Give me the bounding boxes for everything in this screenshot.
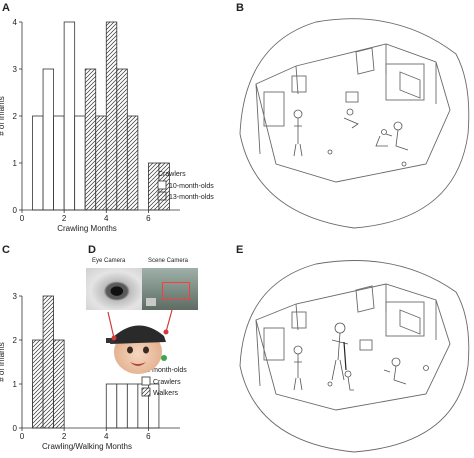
legend-title: 12-month-olds	[142, 367, 187, 374]
panel-letter-e: E	[236, 244, 244, 256]
bar-0-0	[32, 115, 44, 211]
y-tick-label: 1	[13, 380, 18, 389]
infant-photo	[106, 309, 173, 374]
y-axis-label: # of Infants	[0, 342, 6, 382]
y-axis-label: # of Infants	[0, 96, 6, 136]
bar-1-2	[105, 21, 118, 211]
x-tick-label: 6	[146, 432, 151, 441]
histogram-chart-c: 0 1 2 3 0 2 4 6 Crawling/Walking Months # of Infa…	[0, 292, 187, 451]
bar-1-2	[53, 339, 65, 429]
panel-letter-a: A	[2, 2, 10, 14]
x-tick-label: 2	[62, 214, 67, 223]
eye-camera-caption: Eye Camera	[92, 258, 126, 264]
x-tick-label: 2	[62, 432, 67, 441]
bar-1-0	[32, 339, 44, 429]
bar-1-3	[116, 68, 128, 211]
x-tick-label: 4	[104, 214, 109, 223]
legend-title: Crawlers	[158, 171, 186, 178]
bar-1-1	[42, 295, 54, 429]
bar-0-4	[74, 115, 86, 211]
legend-swatch-0	[141, 376, 151, 386]
bar-1-0	[84, 68, 97, 211]
y-tick-label: 0	[13, 206, 18, 215]
legend-label-1: 13-month-olds	[169, 194, 214, 201]
y-tick-label: 3	[13, 292, 18, 301]
x-axis-label: Crawling Months	[57, 224, 117, 233]
y-tick-label: 3	[13, 65, 18, 74]
bar-0-3	[105, 383, 118, 429]
legend-swatch-1	[141, 387, 151, 397]
x-tick-label: 6	[146, 214, 151, 223]
bar-0-5	[126, 383, 139, 429]
x-tick-label: 0	[20, 432, 25, 441]
x-tick-label: 4	[104, 432, 109, 441]
bar-1-4	[126, 115, 139, 211]
bar-0-3	[63, 21, 76, 211]
y-tick-label: 0	[13, 424, 18, 433]
bar-1-1	[95, 115, 107, 211]
x-axis-label: Crawling/Walking Months	[42, 442, 132, 451]
bar-0-2	[53, 115, 65, 211]
legend-swatch-1	[157, 191, 167, 201]
room-illustration-e	[239, 260, 470, 453]
bar-0-4	[116, 383, 128, 429]
y-tick-label: 4	[13, 18, 18, 27]
legend-label-1: Walkers	[153, 390, 179, 397]
room-illustration-b	[239, 18, 470, 229]
y-tick-label: 2	[13, 336, 18, 345]
legend-swatch-0	[157, 180, 167, 190]
y-tick-label: 2	[13, 112, 18, 121]
legend-label-0: Crawlers	[153, 379, 181, 386]
y-tick-label: 1	[13, 159, 18, 168]
legend-label-0: 10-month-olds	[169, 183, 214, 190]
panel-letter-d: D	[88, 244, 96, 256]
bar-0-1	[42, 68, 54, 211]
eye-camera-label-box: Eye Camera Scene Camera	[86, 256, 198, 268]
eye-camera-image: Eye Camera	[86, 268, 142, 310]
histogram-chart-a: 0 1 2 3 4 0 2 4 6 Crawling Months # of Infants Craw…	[0, 18, 214, 233]
panel-letter-c: C	[2, 244, 10, 256]
scene-camera-caption: Scene Camera	[148, 258, 189, 264]
x-tick-label: 0	[20, 214, 25, 223]
scene-camera-image: Scene Camera	[142, 268, 198, 310]
panel-letter-b: B	[236, 2, 244, 14]
